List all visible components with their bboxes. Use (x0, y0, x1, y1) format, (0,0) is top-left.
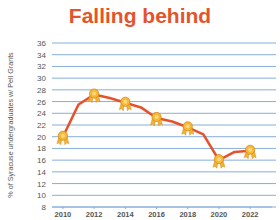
y-tick-label: 8 (42, 203, 47, 212)
x-axis-line (52, 207, 272, 208)
point-marker (213, 155, 225, 169)
marker-center (248, 148, 252, 152)
y-tick-label: 16 (37, 156, 46, 165)
grid-line (52, 43, 276, 44)
marker-center (186, 124, 190, 128)
grid-line (52, 78, 276, 79)
y-axis-label: % of Syracuse undergraduates w/ Pell Gra… (6, 52, 15, 198)
marker-medal (183, 122, 192, 131)
grid-line (52, 54, 276, 55)
y-tick-label: 12 (37, 180, 46, 189)
y-tick-label: 14 (37, 168, 46, 177)
x-tick (62, 207, 63, 209)
grid-line (52, 89, 276, 90)
point-marker (151, 112, 163, 126)
marker-medal (90, 89, 99, 98)
y-tick-label: 10 (37, 191, 46, 200)
y-tick-label: 22 (37, 121, 46, 130)
grid-line (52, 183, 276, 184)
x-tick (187, 207, 188, 209)
y-tick-label: 18 (37, 144, 46, 153)
x-tick (218, 207, 219, 209)
marker-center (217, 157, 221, 161)
marker-medal (214, 155, 223, 164)
grid-line (52, 160, 276, 161)
grid-line (52, 113, 276, 114)
y-tick-label: 24 (37, 109, 46, 118)
marker-center (155, 115, 159, 119)
marker-medal (246, 145, 255, 154)
y-tick-label: 28 (37, 86, 46, 95)
point-marker (119, 97, 131, 111)
marker-medal (121, 97, 130, 106)
marker-center (123, 100, 127, 104)
data-line (63, 95, 250, 161)
marker-center (92, 92, 96, 96)
y-tick-label: 32 (37, 62, 46, 71)
x-tick-label: 2018 (179, 210, 196, 219)
chart: Falling behind % of Syracuse undergraduat… (0, 0, 280, 220)
point-marker (57, 131, 69, 145)
point-marker (88, 89, 100, 103)
marker-center (61, 134, 65, 138)
title: Falling behind (69, 4, 211, 27)
grid-line (52, 148, 276, 149)
x-tick-label: 2016 (148, 210, 165, 219)
grid-line (52, 136, 276, 137)
x-tick-label: 2010 (55, 210, 72, 219)
point-marker (244, 145, 256, 159)
point-marker (182, 122, 194, 136)
x-tick-label: 2020 (211, 210, 228, 219)
plot-area (57, 89, 256, 168)
x-tick-label: 2012 (86, 210, 103, 219)
grid-line (52, 66, 276, 67)
grid-line (52, 171, 276, 172)
marker-medal (58, 131, 67, 140)
grid-line (52, 195, 276, 196)
x-tick-label: 2014 (117, 210, 135, 219)
y-tick-label: 36 (37, 39, 46, 48)
y-tick-label: 20 (37, 133, 46, 142)
grid-line (52, 207, 276, 208)
x-tick-label: 2022 (242, 210, 259, 219)
y-tick-label: 26 (37, 98, 46, 107)
y-tick-label: 30 (37, 74, 46, 83)
x-tick (156, 207, 157, 209)
x-tick (125, 207, 126, 209)
marker-medal (152, 112, 161, 121)
x-tick (250, 207, 251, 209)
grid-line (52, 125, 276, 126)
x-tick (94, 207, 95, 209)
y-tick-label: 34 (37, 51, 46, 60)
